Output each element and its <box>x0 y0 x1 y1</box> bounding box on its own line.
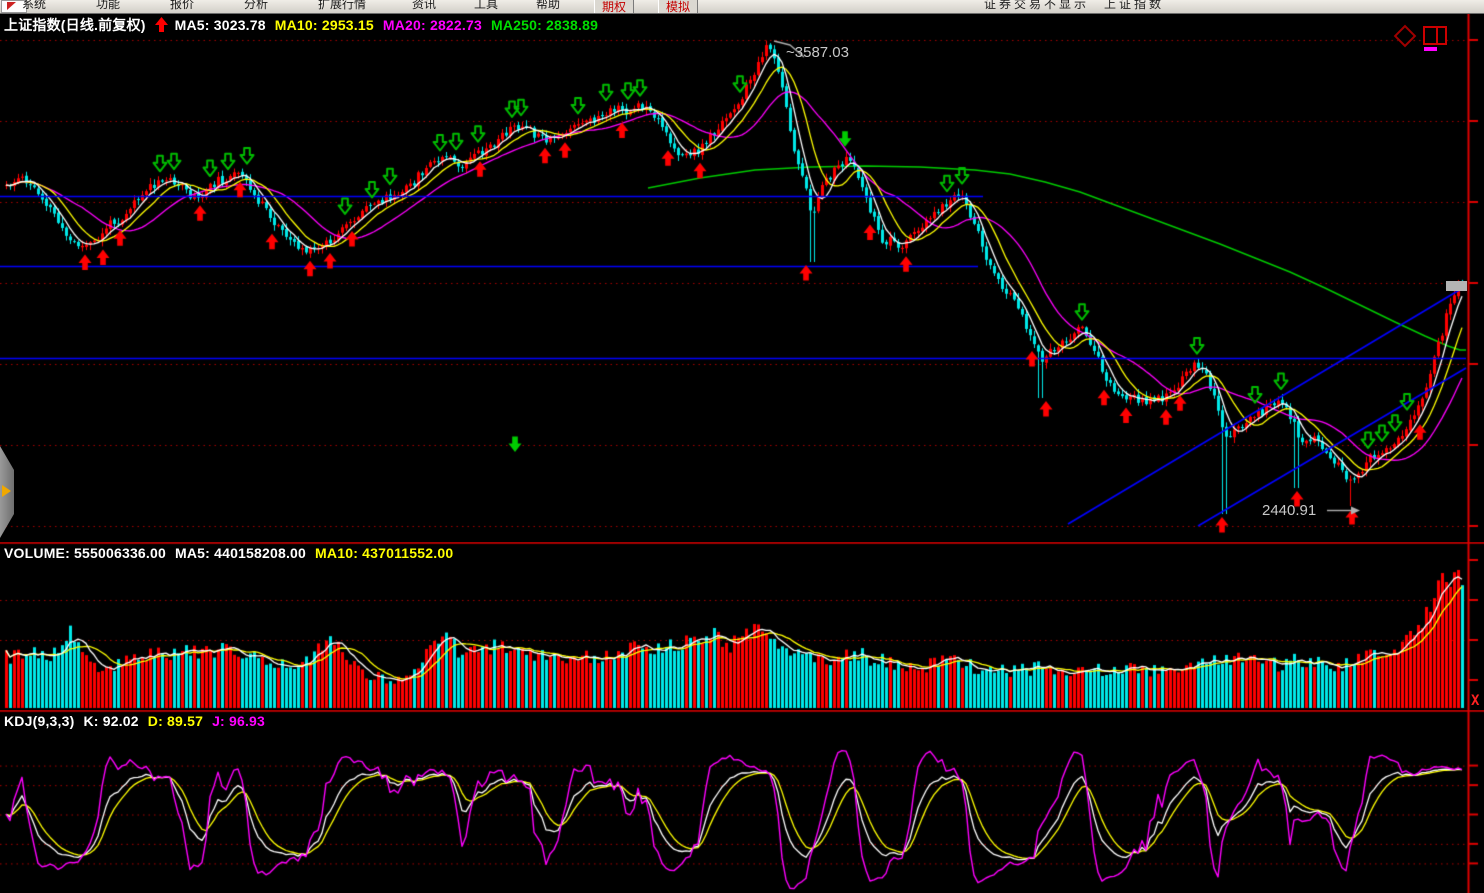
menu-item-2[interactable]: 功能 <box>96 0 121 11</box>
menu-hot-item-1[interactable]: 期权 <box>594 0 635 13</box>
volume-chart[interactable] <box>0 542 1484 710</box>
current-price-tag <box>1446 281 1467 291</box>
high-price-annotation: ~3587.03 <box>786 44 849 61</box>
app-logo-icon[interactable] <box>1 0 27 13</box>
menu-item-1[interactable]: 系统 <box>22 0 47 11</box>
kdj-k-value: K: 92.02 <box>83 713 139 729</box>
low-price-annotation: 2440.91 <box>1262 502 1317 519</box>
main-chart-header: 上证指数(日线.前复权) MA5: 3023.78 MA10: 2953.15 MA2… <box>4 15 607 35</box>
menu-bar: 系统 功能 报价 分析 扩展行情 资讯 工具 帮助 期权 模拟 证券交易不显示 上证指数 <box>0 0 1484 14</box>
menu-hot-item-2[interactable]: 模拟 <box>658 0 699 13</box>
ma10-value: MA10: 2953.15 <box>274 17 374 33</box>
kdj-j-value: J: 96.93 <box>212 713 266 729</box>
menu-item-4[interactable]: 分析 <box>244 0 269 11</box>
volume-header: VOLUME: 555006336.00 MA5: 440158208.00 MA1… <box>4 545 462 561</box>
ma20-value: MA20: 2822.73 <box>382 17 482 33</box>
kdj-chart[interactable] <box>0 710 1484 893</box>
menu-item-8[interactable]: 帮助 <box>536 0 561 11</box>
close-pane-button[interactable]: X <box>1471 693 1480 709</box>
vol-ma10-value: MA10: 437011552.00 <box>315 545 454 561</box>
menu-item-3[interactable]: 报价 <box>170 0 195 11</box>
kdj-d-value: D: 89.57 <box>147 713 204 729</box>
expand-arrow-icon <box>2 485 11 497</box>
vol-ma5-value: MA5: 440158208.00 <box>174 545 307 561</box>
split-window-icon[interactable] <box>1423 26 1447 45</box>
sidebar-collapse-handle[interactable] <box>0 446 14 538</box>
menu-right-status: 证券交易不显示 上证指数 <box>984 0 1165 11</box>
high-price-value: 3587.03 <box>794 44 849 61</box>
kdj-params: KDJ(9,3,3) <box>4 713 75 729</box>
ma5-value: MA5: 3023.78 <box>174 17 266 33</box>
window-icon-underline <box>1424 47 1437 51</box>
menu-item-7[interactable]: 工具 <box>474 0 499 11</box>
chart-symbol-title: 上证指数(日线.前复权) <box>4 17 146 33</box>
volume-value: VOLUME: 555006336.00 <box>4 545 166 561</box>
up-arrow-icon <box>154 17 168 32</box>
main-price-chart[interactable] <box>0 13 1484 542</box>
menu-item-5[interactable]: 扩展行情 <box>318 0 367 11</box>
tilde-mark: ~ <box>786 44 795 61</box>
menu-item-6[interactable]: 资讯 <box>412 0 437 11</box>
kdj-header: KDJ(9,3,3) K: 92.02 D: 89.57 J: 96.93 <box>4 713 274 729</box>
ma250-value: MA250: 2838.89 <box>490 17 599 33</box>
